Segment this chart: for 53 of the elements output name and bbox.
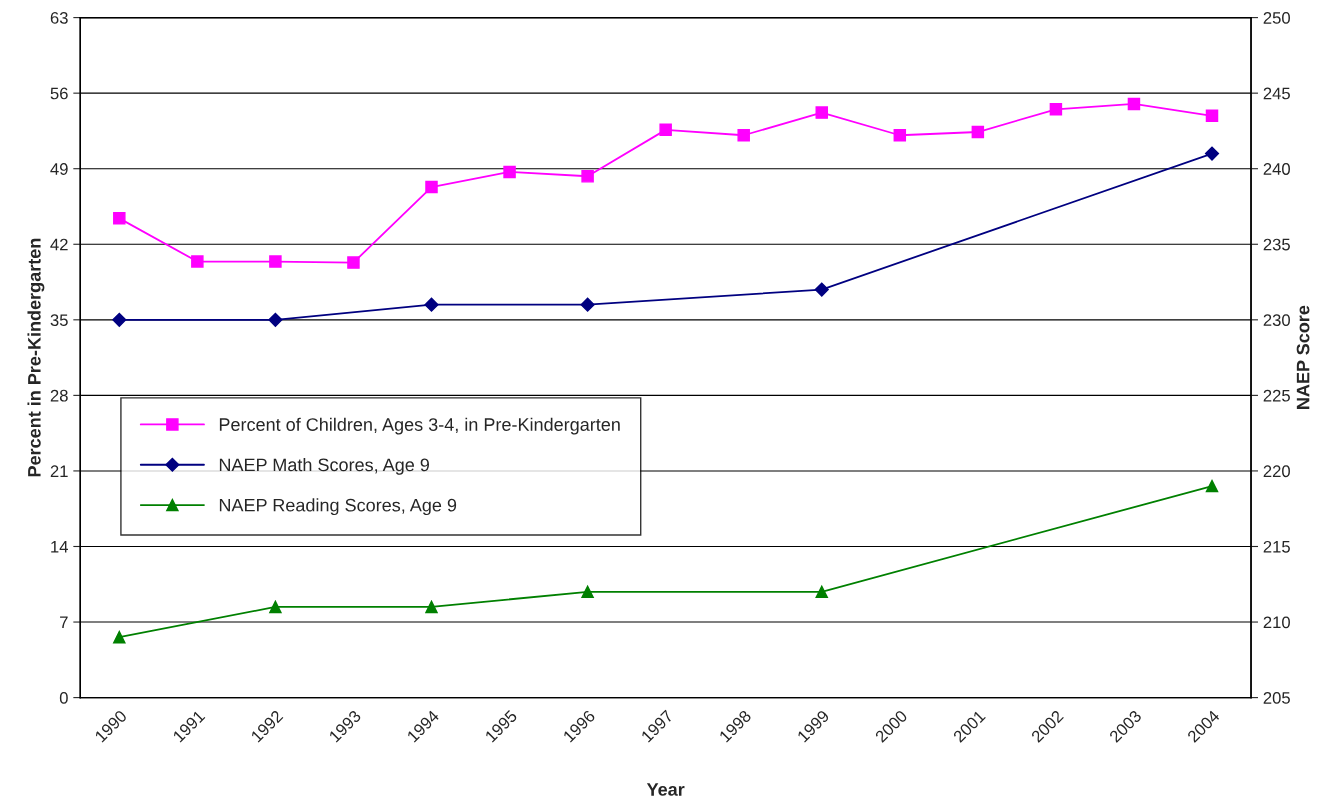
legend-label: Percent of Children, Ages 3-4, in Pre-Kindergarten xyxy=(219,417,620,435)
point xyxy=(893,129,907,142)
y-tick-label: 56 xyxy=(50,87,68,100)
point xyxy=(113,630,126,644)
point xyxy=(425,180,438,194)
point xyxy=(425,600,438,614)
legend-label: NAEP Math Scores, Age 9 xyxy=(219,457,430,475)
y-tick-label: 28 xyxy=(50,389,68,402)
point xyxy=(347,256,360,269)
y-tick-label: 35 xyxy=(50,314,68,327)
y2-tick-label: 245 xyxy=(1263,87,1290,100)
point xyxy=(424,297,439,312)
y2-axis-title: NAEP Score xyxy=(1296,305,1310,409)
y2-tick-label: 205 xyxy=(1263,692,1290,704)
y2-tick-label: 250 xyxy=(1263,12,1290,24)
x-axis-title: Year xyxy=(646,783,685,796)
y2-tick-label: 225 xyxy=(1263,389,1290,402)
point xyxy=(1205,109,1219,123)
point xyxy=(581,585,594,599)
point xyxy=(659,123,672,137)
point xyxy=(815,106,829,119)
y-tick-label: 14 xyxy=(51,541,68,553)
y-tick-label: 21 xyxy=(50,465,68,477)
point xyxy=(112,312,127,327)
y2-tick-label: 210 xyxy=(1263,616,1290,629)
legend-label: NAEP Reading Scores, Age 9 xyxy=(219,498,457,516)
point xyxy=(1204,146,1220,161)
point xyxy=(815,585,829,599)
y2-tick-label: 240 xyxy=(1263,163,1290,175)
y-tick-label: 42 xyxy=(50,238,68,251)
point xyxy=(1205,479,1219,493)
point xyxy=(971,125,985,139)
y2-tick-label: 235 xyxy=(1263,238,1290,251)
point xyxy=(580,297,595,312)
point xyxy=(269,255,282,268)
point xyxy=(737,129,750,142)
y2-tick-label: 220 xyxy=(1263,465,1290,478)
point xyxy=(269,600,282,614)
point xyxy=(113,212,126,225)
point xyxy=(1049,103,1063,116)
point xyxy=(191,255,204,268)
point xyxy=(503,165,516,179)
y2-tick-label: 230 xyxy=(1263,314,1290,327)
y-tick-label: 7 xyxy=(60,616,68,629)
point xyxy=(268,312,283,327)
y-tick-label: 63 xyxy=(50,12,68,24)
point xyxy=(814,282,829,297)
point xyxy=(1127,97,1141,111)
y-axis-title: Percent in Pre-Kindergarten xyxy=(27,238,45,477)
point xyxy=(581,170,594,183)
y-tick-label: 49 xyxy=(50,163,68,175)
y2-tick-label: 215 xyxy=(1263,540,1290,553)
y-tick-label: 0 xyxy=(59,692,68,704)
